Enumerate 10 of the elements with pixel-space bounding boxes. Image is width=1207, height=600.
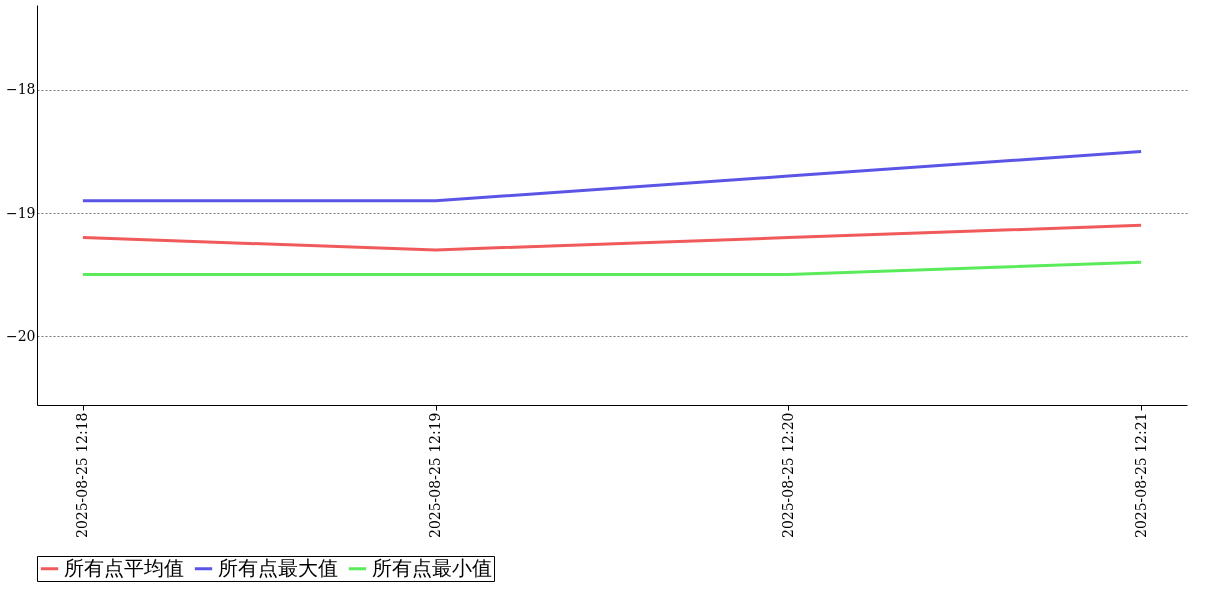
x-tick-label: 2025-08-25 12:20 bbox=[779, 412, 796, 539]
legend-label: 所有点平均值 bbox=[64, 555, 184, 580]
x-tick-label: 2025-08-25 12:19 bbox=[427, 412, 444, 539]
x-tick-label: 2025-08-25 12:21 bbox=[1132, 412, 1149, 539]
y-tick-label: −19 bbox=[5, 204, 36, 221]
legend-label: 所有点最小值 bbox=[372, 555, 492, 580]
y-tick-label: −18 bbox=[5, 81, 36, 98]
x-tick-label: 2025-08-25 12:18 bbox=[74, 412, 91, 539]
legend-label: 所有点最大值 bbox=[218, 555, 338, 580]
y-tick-label: −20 bbox=[5, 327, 36, 344]
